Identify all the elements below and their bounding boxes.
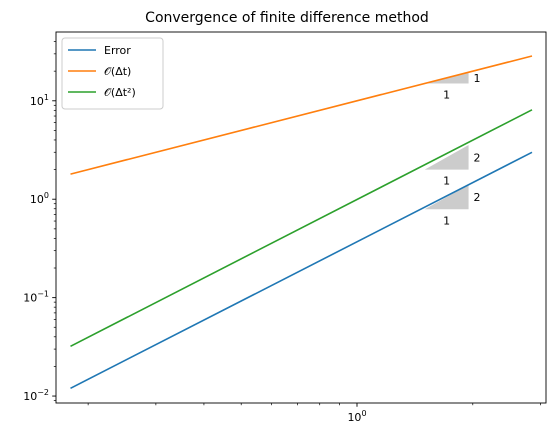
plot-frame: [55, 31, 547, 404]
slope-rise-label: 2: [474, 191, 481, 204]
x-tick-label: 100: [347, 409, 366, 424]
legend-label: Error: [104, 44, 131, 57]
series-line: [70, 151, 533, 390]
slope-rise-label: 2: [474, 151, 481, 164]
y-tick-label: 10−2: [23, 388, 49, 403]
y-tick-label: 100: [30, 191, 49, 206]
legend-label: 𝒪(Δt): [104, 65, 131, 78]
slope-triangle: [424, 184, 469, 210]
y-tick-label: 10−1: [23, 290, 49, 305]
slope-rise-label: 1: [474, 72, 481, 85]
slope-triangles: 1 1 2 1 2 1: [424, 72, 481, 227]
slope-run-label: 1: [443, 214, 450, 227]
slope-run-label: 1: [443, 88, 450, 101]
series-line: [70, 55, 533, 175]
y-tick-label: 101: [30, 93, 49, 108]
slope-run-label: 1: [443, 175, 450, 188]
chart-title: Convergence of finite difference method: [145, 10, 429, 26]
series-line: [70, 109, 533, 348]
legend: Error 𝒪(Δt) 𝒪(Δt²): [61, 37, 164, 110]
axes: 10−2 10−1 100 101 100: [23, 31, 547, 424]
slope-triangle: [424, 145, 469, 170]
series-lines: [70, 55, 533, 390]
legend-label: 𝒪(Δt²): [104, 86, 136, 99]
